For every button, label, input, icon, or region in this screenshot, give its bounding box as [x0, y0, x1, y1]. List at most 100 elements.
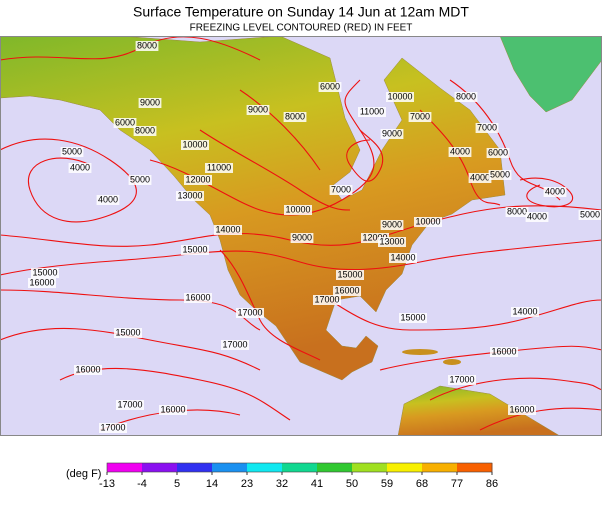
contour-label: 4000: [470, 172, 490, 182]
contour-label-bg: [408, 112, 432, 122]
south-america: [397, 385, 561, 436]
colorbar-tick-label: 14: [206, 478, 218, 490]
contour-label-bg: [221, 340, 249, 350]
contour-label: 16000: [509, 404, 534, 414]
contour-label: 12000: [185, 174, 210, 184]
contour-label: 4000: [450, 146, 470, 156]
contour-label-bg: [543, 187, 567, 197]
contour-label: 8000: [507, 206, 527, 216]
contour-label-bg: [380, 220, 404, 230]
contour-label: 17000: [117, 399, 142, 409]
contour-label-bg: [246, 105, 270, 115]
colorbar-segment: [142, 463, 178, 472]
contour-label-bg: [414, 217, 442, 227]
colorbar-segment: [282, 463, 318, 472]
contour-label: 15000: [337, 269, 362, 279]
contour-label: 14000: [512, 306, 537, 316]
colorbar-segment: [457, 463, 493, 472]
contour-label-bg: [96, 195, 120, 205]
contour-label: 13000: [379, 236, 404, 246]
colorbar-segment: [212, 463, 248, 472]
contour-label: 14000: [390, 252, 415, 262]
contour-label-bg: [336, 270, 364, 280]
contour-label-bg: [28, 278, 56, 288]
contour-label-bg: [488, 170, 512, 180]
contour-label: 7000: [477, 122, 497, 132]
contour-label: 4000: [527, 211, 547, 221]
contour-label-bg: [358, 107, 386, 117]
contour-label-bg: [378, 237, 406, 247]
contour-label-bg: [468, 173, 492, 183]
contour-label: 4000: [545, 186, 565, 196]
contour-label-bg: [138, 98, 162, 108]
island: [443, 359, 461, 365]
contour-label-bg: [284, 205, 312, 215]
contour-label: 10000: [285, 204, 310, 214]
contour-label-bg: [184, 175, 212, 185]
contour-label-bg: [490, 347, 518, 357]
contour-label-bg: [99, 423, 127, 433]
contour-label-bg: [329, 185, 353, 195]
colorbar-segment: [177, 463, 213, 472]
contour-label-bg: [283, 112, 307, 122]
contour-label: 8000: [285, 111, 305, 121]
colorbar-segment: [387, 463, 423, 472]
contour-label: 5000: [62, 146, 82, 156]
contour-label: 9000: [382, 219, 402, 229]
contour-label-bg: [176, 191, 204, 201]
colorbar-tick-label: -4: [137, 478, 147, 490]
contour-label-bg: [214, 225, 242, 235]
contour-label-bg: [116, 400, 144, 410]
contour-label: 9000: [140, 97, 160, 107]
contour-label: 17000: [314, 294, 339, 304]
contour-label: 8000: [135, 125, 155, 135]
contour-label: 6000: [320, 81, 340, 91]
contour-label: 10000: [182, 139, 207, 149]
contour-label-bg: [361, 233, 389, 243]
contour-label: 7000: [410, 111, 430, 121]
contour-label-bg: [475, 123, 499, 133]
colorbar-tick-label: 32: [276, 478, 288, 490]
contour-label-bg: [159, 405, 187, 415]
island: [402, 349, 438, 355]
contour-label: 9000: [382, 128, 402, 138]
contour-label-bg: [313, 295, 341, 305]
greenland: [499, 36, 602, 113]
contour-label: 15000: [182, 244, 207, 254]
contour-label: 8000: [456, 91, 476, 101]
contour-label-bg: [525, 212, 549, 222]
contour-label: 16000: [160, 404, 185, 414]
contour-label: 15000: [400, 312, 425, 322]
contour-label-bg: [74, 365, 102, 375]
contour-label-bg: [380, 129, 404, 139]
contour-label: 9000: [248, 104, 268, 114]
contour-label-bg: [290, 233, 314, 243]
contour-label-bg: [454, 92, 478, 102]
colorbar-segment: [352, 463, 388, 472]
subtitle: FREEZING LEVEL CONTOURED (RED) IN FEET: [190, 23, 413, 34]
contour-label-bg: [333, 286, 361, 296]
contour-label: 8000: [137, 40, 157, 50]
contour-label-bg: [508, 405, 536, 415]
contour-label-bg: [181, 140, 209, 150]
contour-label: 13000: [177, 190, 202, 200]
colorbar-tick-label: 68: [416, 478, 428, 490]
contour-label: 17000: [237, 307, 262, 317]
contour-label: 16000: [75, 364, 100, 374]
contour-label: 6000: [115, 117, 135, 127]
colorbar-tick-label: 59: [381, 478, 393, 490]
contour-label: 10000: [415, 216, 440, 226]
contour-label: 17000: [449, 374, 474, 384]
contour-label-bg: [318, 82, 342, 92]
contour-label: 16000: [29, 277, 54, 287]
contour-label: 12000: [362, 232, 387, 242]
contour-label: 11000: [360, 106, 384, 116]
colorbar-tick-label: 86: [486, 478, 498, 490]
contour-label-bg: [389, 253, 417, 263]
contour-label: 14000: [215, 224, 240, 234]
colorbar: -13 -4 5 14 23 32 41 50 59 68 77 86: [99, 462, 498, 490]
colorbar-tick-label: 5: [174, 478, 180, 490]
contour-label-bg: [113, 118, 137, 128]
title: Surface Temperature on Sunday 14 Jun at …: [133, 4, 469, 20]
